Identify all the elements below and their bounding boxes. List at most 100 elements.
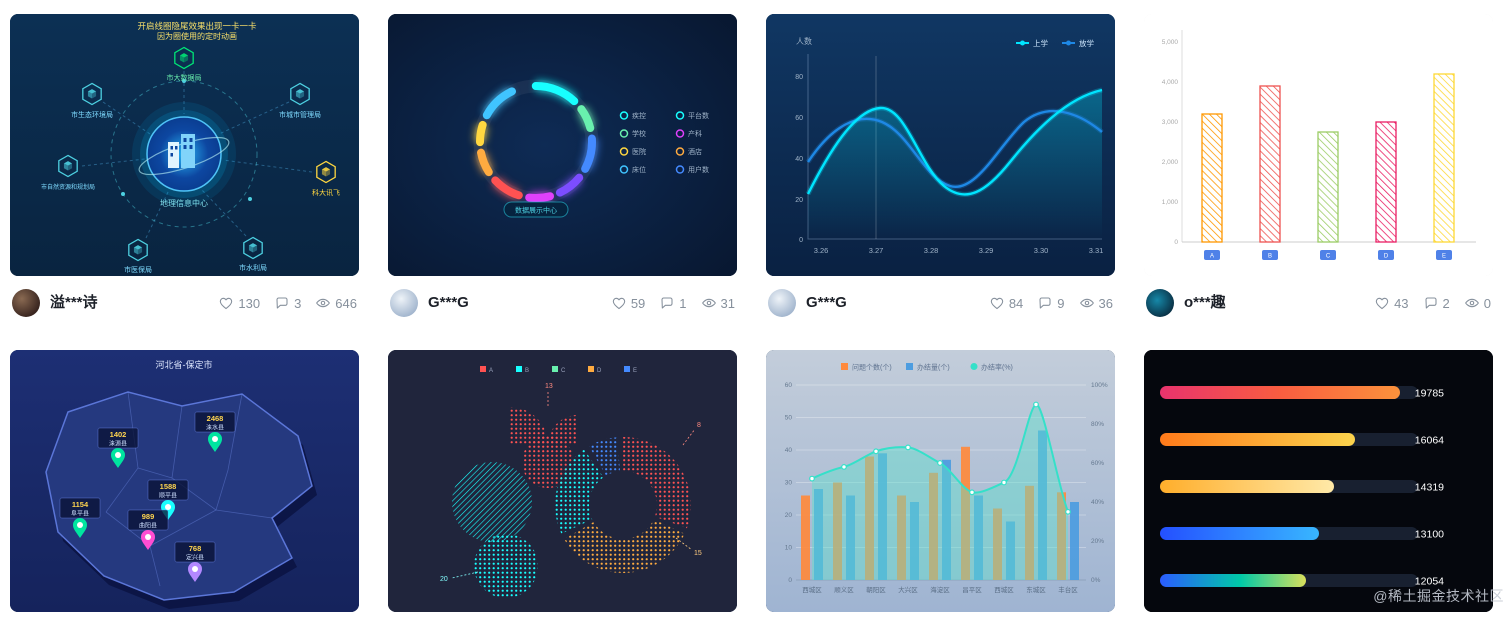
x-category: 昌平区 xyxy=(962,586,982,594)
bar-series-questions xyxy=(801,446,1066,580)
map-pin: 2468 涞水县 xyxy=(194,411,236,452)
chart-legend: 问题个数(个) 办结量(个) 办结率(%) xyxy=(841,363,1013,372)
comment-icon xyxy=(1039,297,1051,309)
view-stat: 0 xyxy=(1464,295,1491,311)
legend-label: 平台数 xyxy=(688,111,709,120)
node-label: 市大数据局 xyxy=(167,73,202,82)
view-count: 36 xyxy=(1098,295,1113,311)
heart-icon xyxy=(1375,297,1389,310)
building-icon xyxy=(168,134,195,168)
y-tick: 60 xyxy=(785,382,793,389)
pin-value: 768 xyxy=(189,544,202,553)
gallery-card: 5,000 4,000 3,000 2,000 1,000 0 A B xyxy=(1144,14,1493,350)
author-name[interactable]: G***G xyxy=(428,294,469,311)
like-stat[interactable]: 130 xyxy=(218,295,260,311)
chart-legend: 上学 放学 xyxy=(1016,38,1095,48)
y-tick: 20 xyxy=(795,197,803,204)
x-tick: 3.30 xyxy=(1034,246,1049,255)
x-category-labels: 西城区 顺义区 朝阳区 大兴区 海淀区 昌平区 西城区 东城区 丰台区 xyxy=(802,585,1078,594)
series-line-fangxue xyxy=(807,109,1103,189)
thumbnail-sketch-bar-chart[interactable]: 5,000 4,000 3,000 2,000 1,000 0 A B xyxy=(1144,14,1493,276)
view-count: 0 xyxy=(1483,295,1491,311)
x-category: A xyxy=(1210,254,1214,260)
y-tick: 20% xyxy=(1091,538,1104,545)
thumbnail-neon-ring-chart[interactable]: 数据展示中心 疾控 学校 医院 床位 平台数 产科 xyxy=(388,14,737,276)
legend-label: D xyxy=(597,368,602,374)
series-line-shangxue xyxy=(806,88,1103,196)
legend-label: 问题个数(个) xyxy=(852,363,892,372)
gradient-bar-ranking-chart: 19785 16064 14319 13 xyxy=(1144,350,1493,612)
bar xyxy=(1433,73,1455,243)
x-category: D xyxy=(1384,254,1389,260)
avatar[interactable] xyxy=(1146,289,1174,317)
author-name[interactable]: 溢***诗 xyxy=(50,294,98,311)
pin-name: 阜平县 xyxy=(71,510,89,518)
author-name[interactable]: o***趣 xyxy=(1184,294,1226,311)
map-pin: 1154 阜平县 xyxy=(59,497,101,538)
thumbnail-region-map[interactable]: 河北省-保定市 1402 xyxy=(10,350,359,612)
donut-chart xyxy=(555,437,692,573)
like-stat[interactable]: 43 xyxy=(1374,295,1409,311)
x-tick: 3.26 xyxy=(814,246,829,255)
pin-name: 定兴县 xyxy=(186,554,204,562)
card-stats: 84 9 36 xyxy=(989,289,1113,317)
like-stat[interactable]: 59 xyxy=(611,295,645,311)
map-pin: 1588 顺平县 xyxy=(147,479,189,520)
view-stat: 646 xyxy=(315,295,357,311)
comment-icon xyxy=(1424,297,1437,309)
connector-lines xyxy=(81,71,313,239)
node-label: 市城市管理局 xyxy=(279,110,321,119)
gallery-card: 问题个数(个) 办结量(个) 办结率(%) 60 50 40 30 xyxy=(766,350,1115,612)
y-tick: 0 xyxy=(1174,239,1178,246)
avatar[interactable] xyxy=(12,289,40,317)
avatar[interactable] xyxy=(390,289,418,317)
y-tick: 3,000 xyxy=(1162,119,1179,126)
callout-value: 13 xyxy=(545,383,553,390)
y-tick: 0 xyxy=(799,237,803,244)
callout-value: 8 xyxy=(697,422,701,429)
node-label: 市生态环境局 xyxy=(71,110,113,119)
y-tick: 40 xyxy=(795,156,803,163)
petal-shape xyxy=(510,407,548,445)
dotted-circle xyxy=(522,436,574,488)
like-stat[interactable]: 84 xyxy=(989,295,1023,311)
gallery-card: 开启线圈隐尾效果出现一卡一卡 因为圈使用的定时动画 地理信息中心 市大数据局 市… xyxy=(10,14,359,350)
heart-icon xyxy=(990,297,1004,310)
eye-icon xyxy=(1079,298,1094,308)
y-tick: 0 xyxy=(788,577,792,584)
x-tick: 3.29 xyxy=(979,246,994,255)
y-tick: 80% xyxy=(1091,421,1104,428)
x-tick: 3.28 xyxy=(924,246,939,255)
ring-label: 数据展示中心 xyxy=(515,206,557,215)
map-pin: 989 曲阳县 xyxy=(127,509,169,550)
left-axis-ticks: 60 50 40 30 20 10 0 xyxy=(785,382,793,584)
comment-stat[interactable]: 2 xyxy=(1423,295,1450,311)
node-label: 市水利局 xyxy=(239,263,267,272)
ring-legend: 疾控 学校 医院 床位 平台数 产科 酒店 用户数 xyxy=(619,111,709,174)
thumbnail-gradient-bar-ranking[interactable]: 19785 16064 14319 13 xyxy=(1144,350,1493,612)
author-name[interactable]: G***G xyxy=(806,294,847,311)
y-tick: 40% xyxy=(1091,499,1104,506)
legend-label: 办结量(个) xyxy=(917,363,950,372)
thumbnail-network-topology[interactable]: 开启线圈隐尾效果出现一卡一卡 因为圈使用的定时动画 地理信息中心 市大数据局 市… xyxy=(10,14,359,276)
avatar[interactable] xyxy=(768,289,796,317)
legend-label: A xyxy=(489,368,493,374)
comment-icon xyxy=(661,297,673,309)
thumbnail-halftone-pie[interactable]: A B C D E xyxy=(388,350,737,612)
bar-area-combo-chart: 问题个数(个) 办结量(个) 办结率(%) 60 50 40 30 xyxy=(766,350,1115,612)
bar xyxy=(1317,131,1339,243)
thumbnail-bar-area-combo[interactable]: 问题个数(个) 办结量(个) 办结率(%) 60 50 40 30 xyxy=(766,350,1115,612)
comment-stat[interactable]: 3 xyxy=(274,295,301,311)
callout-value: 15 xyxy=(694,550,702,557)
bar-value: 12054 xyxy=(1415,576,1444,588)
y-tick: 5,000 xyxy=(1162,39,1179,46)
y-tick: 0% xyxy=(1091,577,1101,584)
view-count: 646 xyxy=(335,295,357,311)
thumbnail-line-chart[interactable]: 人数 上学 放学 80 60 40 20 0 xyxy=(766,14,1115,276)
legend-label: 床位 xyxy=(632,165,646,174)
bar-value: 13100 xyxy=(1415,529,1444,541)
bar-value: 19785 xyxy=(1415,388,1444,400)
comment-stat[interactable]: 1 xyxy=(659,295,687,311)
comment-stat[interactable]: 9 xyxy=(1037,295,1065,311)
y-tick: 50 xyxy=(785,415,793,422)
